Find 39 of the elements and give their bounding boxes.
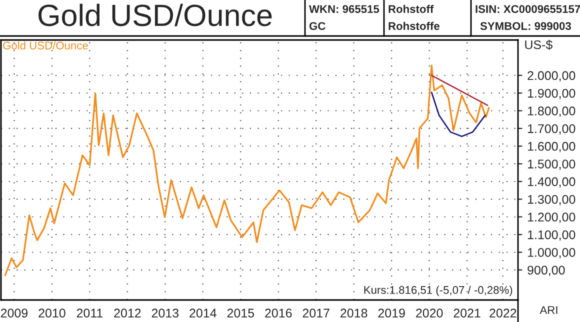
y-tick-label: 1.400,00	[528, 177, 576, 188]
line-series	[430, 92, 486, 138]
y-tick-label: 900,00	[528, 266, 565, 276]
text: ARI	[540, 306, 558, 314]
x-tick-label: 2010	[38, 308, 66, 318]
y-tick-label: 1.800,00	[528, 106, 576, 117]
y-tick-label: 1.600,00	[528, 142, 576, 152]
x-tick-label: 2019	[378, 308, 405, 318]
y-tick-label: 1.700,00	[528, 124, 576, 135]
y-tick-label: 1.300,00	[528, 194, 576, 206]
y-tick-label: 1.900,00	[528, 88, 576, 100]
annotation: Kurs:1.816,51 (-5,07 / -0,28%)	[364, 286, 512, 296]
x-tick-label: 2017	[302, 308, 330, 318]
x-tick-label: 2011	[76, 308, 103, 318]
y-axis-title: US-$	[525, 40, 552, 50]
text: Rohstoffe	[388, 22, 440, 30]
y-tick-label: 1.000,00	[528, 248, 576, 258]
text: Rohstoff	[388, 4, 434, 13]
x-tick-label: 2022	[490, 308, 516, 318]
y-tick-label: 1.500,00	[528, 160, 576, 170]
text: WKN: 965515	[309, 5, 380, 13]
y-tick-label: 2.000,00	[528, 71, 576, 82]
y-tick-label: 1.100,00	[528, 230, 576, 241]
x-tick-label: 2013	[152, 308, 179, 318]
x-tick-label: 2009	[0, 308, 28, 318]
x-tick-label: 2018	[340, 308, 368, 318]
text: GC	[309, 22, 326, 30]
y-tick-label: 1.200,00	[528, 212, 576, 223]
x-tick-label: 2020	[416, 308, 443, 318]
x-tick-label: 2014	[190, 308, 216, 318]
text: Gold USD/Ounce	[3, 41, 88, 50]
x-tick-label: 2015	[227, 308, 254, 318]
line-series	[4, 64, 490, 276]
text: SYMBOL: 999003	[480, 22, 571, 30]
chart-title: Gold USD/Ounce	[38, 4, 272, 26]
text: ISIN: XC0009655157	[476, 5, 580, 13]
x-tick-label: 2016	[265, 308, 292, 318]
x-tick-label: 2012	[114, 308, 141, 318]
x-tick-label: 2021	[454, 308, 480, 318]
